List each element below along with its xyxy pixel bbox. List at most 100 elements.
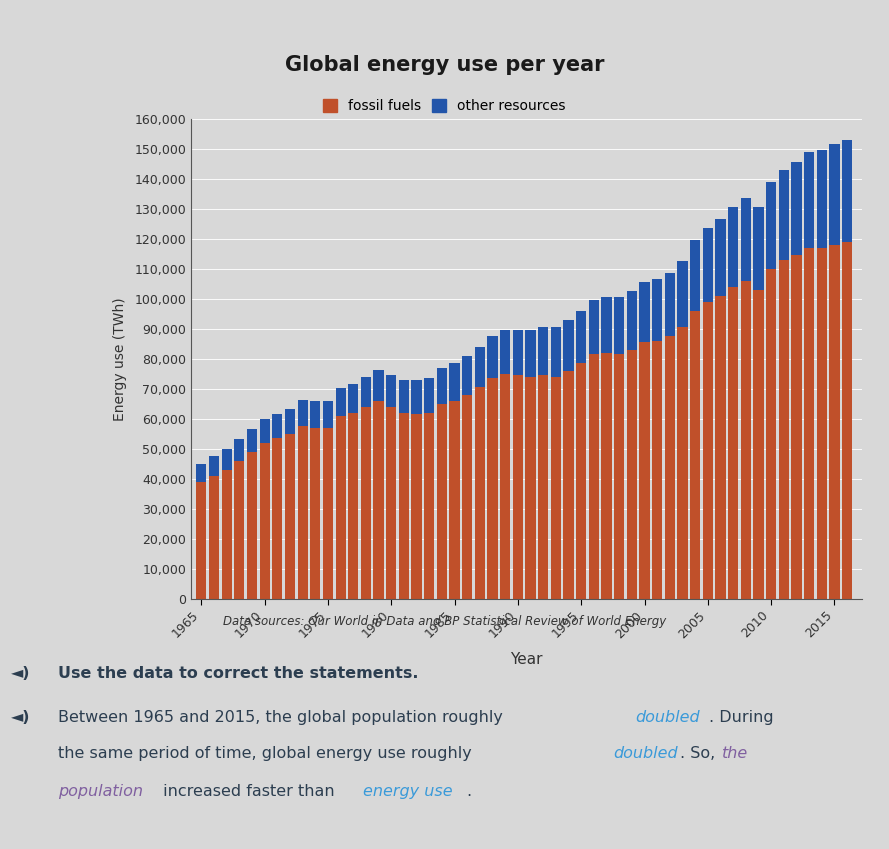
- Bar: [234, 439, 244, 461]
- Text: doubled: doubled: [636, 710, 701, 725]
- Bar: [589, 354, 599, 599]
- Bar: [829, 144, 839, 245]
- Bar: [703, 228, 713, 301]
- Text: ◄): ◄): [11, 710, 30, 725]
- Text: . During: . During: [709, 710, 773, 725]
- Bar: [209, 456, 219, 475]
- Bar: [791, 256, 802, 599]
- Bar: [842, 242, 853, 599]
- Text: doubled: doubled: [613, 746, 678, 762]
- Bar: [627, 350, 637, 599]
- Bar: [551, 377, 561, 599]
- Bar: [677, 261, 687, 327]
- Bar: [272, 414, 283, 438]
- Text: the: the: [722, 746, 749, 762]
- Bar: [564, 320, 573, 371]
- Bar: [653, 279, 662, 340]
- Bar: [501, 374, 510, 599]
- Bar: [450, 363, 460, 401]
- Bar: [614, 297, 624, 354]
- Bar: [766, 269, 776, 599]
- Bar: [665, 336, 675, 599]
- Bar: [475, 346, 485, 387]
- Bar: [196, 464, 206, 481]
- Bar: [298, 401, 308, 426]
- Bar: [475, 387, 485, 599]
- Bar: [221, 448, 232, 469]
- Bar: [501, 330, 510, 374]
- Bar: [538, 327, 549, 375]
- Bar: [766, 182, 776, 269]
- Bar: [753, 290, 764, 599]
- Bar: [639, 282, 650, 342]
- Bar: [817, 150, 827, 248]
- Text: Data sources: Our World in Data and BP Statistical Review of World Energy: Data sources: Our World in Data and BP S…: [223, 615, 666, 628]
- Bar: [386, 375, 396, 407]
- Bar: [462, 395, 472, 599]
- Bar: [728, 287, 738, 599]
- Bar: [513, 330, 523, 375]
- Bar: [272, 438, 283, 599]
- Bar: [513, 375, 523, 599]
- Bar: [412, 380, 421, 414]
- Bar: [728, 207, 738, 287]
- Bar: [284, 408, 295, 434]
- Bar: [260, 419, 269, 442]
- Bar: [310, 428, 320, 599]
- Bar: [716, 219, 725, 295]
- Bar: [525, 330, 535, 377]
- Bar: [576, 363, 586, 599]
- Bar: [614, 354, 624, 599]
- Bar: [602, 297, 612, 352]
- Bar: [335, 416, 346, 599]
- Bar: [310, 402, 320, 428]
- Bar: [817, 248, 827, 599]
- Bar: [677, 327, 687, 599]
- Bar: [564, 371, 573, 599]
- Bar: [791, 162, 802, 256]
- Bar: [399, 380, 409, 413]
- Text: population: population: [58, 784, 143, 799]
- Bar: [234, 461, 244, 599]
- Text: energy use: energy use: [363, 784, 453, 799]
- Bar: [260, 442, 269, 599]
- Bar: [804, 152, 814, 248]
- Bar: [665, 273, 675, 336]
- Bar: [627, 291, 637, 350]
- Bar: [487, 336, 498, 378]
- Bar: [450, 401, 460, 599]
- Bar: [690, 311, 701, 599]
- Bar: [399, 413, 409, 599]
- Bar: [690, 240, 701, 311]
- Bar: [842, 140, 853, 242]
- Text: increased faster than: increased faster than: [158, 784, 340, 799]
- Bar: [361, 377, 371, 407]
- Text: the same period of time, global energy use roughly: the same period of time, global energy u…: [58, 746, 477, 762]
- Bar: [525, 377, 535, 599]
- Bar: [487, 378, 498, 599]
- Bar: [703, 301, 713, 599]
- Text: .: .: [467, 784, 472, 799]
- Bar: [348, 385, 358, 413]
- Bar: [323, 401, 333, 428]
- Bar: [361, 407, 371, 599]
- Bar: [196, 481, 206, 599]
- Bar: [589, 301, 599, 354]
- Bar: [424, 378, 435, 413]
- Y-axis label: Energy use (TWh): Energy use (TWh): [114, 297, 127, 420]
- Bar: [551, 327, 561, 377]
- Text: Use the data to correct the statements.: Use the data to correct the statements.: [58, 666, 419, 681]
- Bar: [753, 207, 764, 290]
- Bar: [576, 311, 586, 363]
- Bar: [412, 414, 421, 599]
- Bar: [424, 413, 435, 599]
- Text: ◄): ◄): [11, 666, 30, 681]
- Bar: [462, 356, 472, 395]
- Bar: [436, 403, 447, 599]
- Bar: [538, 375, 549, 599]
- Bar: [829, 245, 839, 599]
- Bar: [436, 368, 447, 403]
- Bar: [247, 452, 257, 599]
- Text: . So,: . So,: [680, 746, 720, 762]
- Bar: [209, 475, 219, 599]
